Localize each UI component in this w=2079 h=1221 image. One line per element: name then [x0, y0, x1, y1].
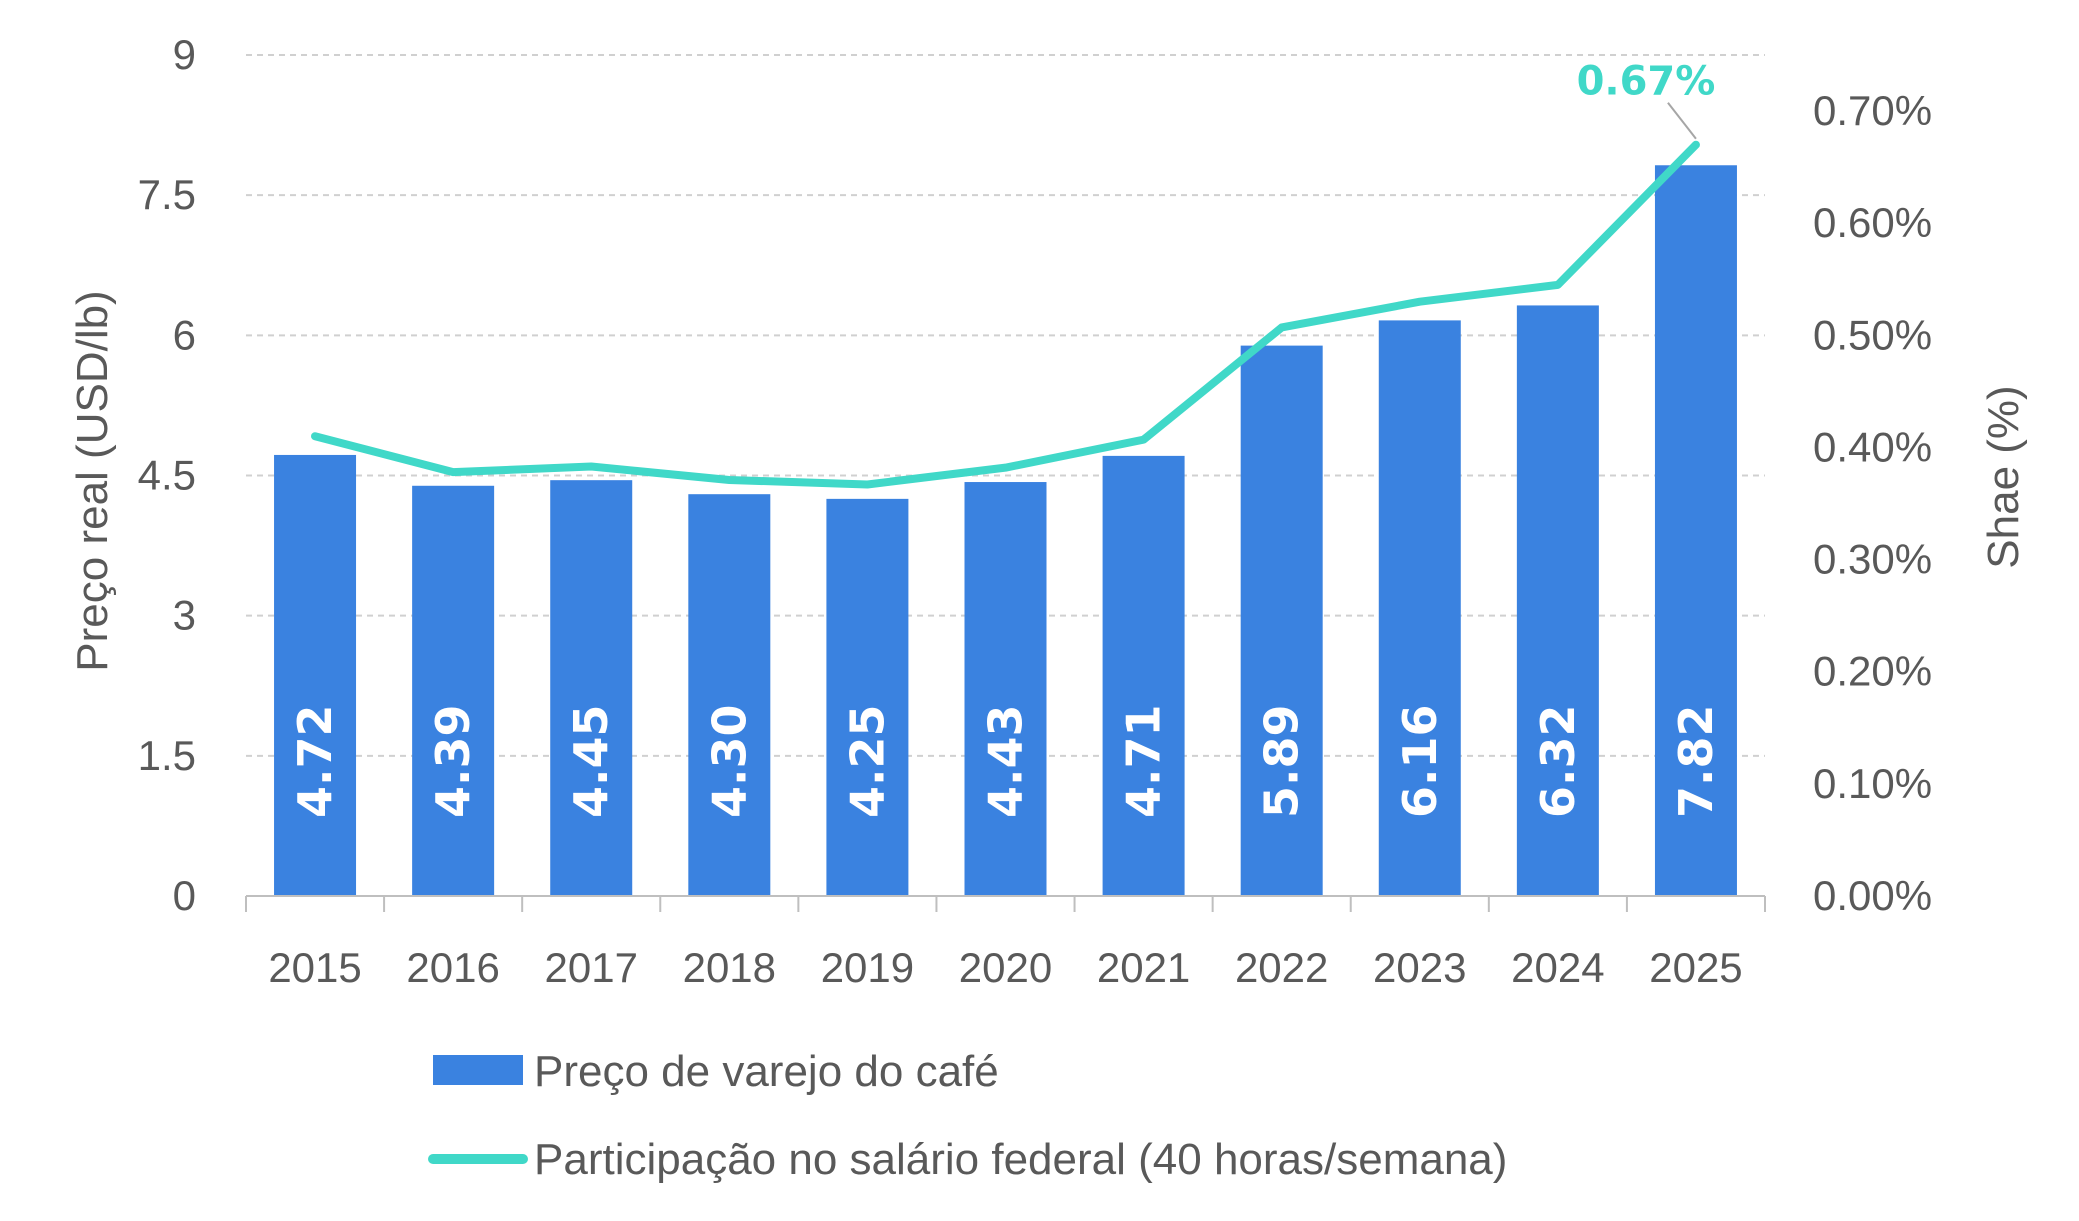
annotation-leader	[1667, 102, 1697, 140]
y2-tick-label: 0.10%	[1813, 760, 1932, 807]
bar	[964, 482, 1047, 896]
bar-data-label: 7.82	[1669, 705, 1723, 819]
grid-lines	[246, 54, 1765, 757]
y-tick-label: 3	[173, 592, 196, 639]
bar	[274, 454, 357, 896]
legend: Preço de varejo do café Participação no …	[428, 1047, 1507, 1184]
bar-data-label: 4.45	[564, 705, 618, 819]
line-series	[311, 140, 1700, 489]
bar	[550, 480, 633, 896]
y2-tick-label: 0.60%	[1813, 199, 1932, 246]
bar-data-label: 4.25	[840, 705, 894, 819]
bar-data-label: 5.89	[1255, 705, 1309, 819]
x-tick-label: 2020	[959, 944, 1052, 991]
x-tick-label: 2024	[1511, 944, 1604, 991]
annotation-label: 0.67%	[1577, 59, 1716, 105]
x-tick-label: 2021	[1097, 944, 1190, 991]
y-tick-label: 1.5	[138, 732, 196, 779]
x-tick-label: 2022	[1235, 944, 1328, 991]
series-line	[311, 140, 1700, 489]
bar	[1516, 305, 1599, 896]
y-axis-title-left: Preço real (USD/lb)	[68, 290, 117, 671]
y-axis-right: 0.00% 0.10% 0.20% 0.30% 0.40% 0.50% 0.60% 0.70%	[1813, 87, 1932, 919]
legend-swatch-bar	[433, 1055, 523, 1085]
y-tick-label: 0	[173, 872, 196, 919]
bar-data-label: 4.71	[1117, 705, 1171, 819]
x-axis: 2015 2016 2017 2018 2019 2020 2021 2022 2023 2024…	[245, 895, 1766, 991]
x-tick-label: 2017	[545, 944, 638, 991]
bar	[1378, 320, 1461, 897]
bar	[688, 494, 771, 896]
bar	[1654, 165, 1737, 896]
bar	[1102, 455, 1185, 896]
x-tick-label: 2018	[683, 944, 776, 991]
y-tick-label: 4.5	[138, 452, 196, 499]
annotation: 0.67%	[1577, 59, 1716, 140]
y2-tick-label: 0.30%	[1813, 536, 1932, 583]
y2-tick-label: 0.70%	[1813, 87, 1932, 134]
x-tick-label: 2015	[268, 944, 361, 991]
x-tick-label: 2023	[1373, 944, 1466, 991]
x-tick-label: 2025	[1649, 944, 1742, 991]
bar-data-label: 4.30	[702, 705, 756, 819]
bar-data-label: 6.32	[1531, 705, 1585, 819]
bar-series: 4.72 4.39 4.45 4.30 4.25 4.43 4.71 5.89 6.16 6.32…	[274, 165, 1737, 897]
bar-data-label: 4.43	[979, 705, 1033, 819]
bar-data-label: 4.72	[288, 705, 342, 819]
y-tick-label: 9	[173, 31, 196, 78]
y-tick-label: 7.5	[138, 171, 196, 218]
y2-tick-label: 0.50%	[1813, 311, 1932, 358]
legend-label-line: Participação no salário federal (40 hora…	[534, 1135, 1507, 1184]
bar	[1240, 345, 1323, 897]
y2-tick-label: 0.00%	[1813, 872, 1932, 919]
y-axis-left: 0 1.5 3 4.5 6 7.5 9	[138, 31, 196, 919]
bar-data-label: 4.39	[426, 705, 480, 819]
y-axis-title-right: Shae (%)	[1979, 385, 2028, 568]
y2-tick-label: 0.40%	[1813, 423, 1932, 470]
bar	[412, 485, 495, 896]
y2-tick-label: 0.20%	[1813, 648, 1932, 695]
bar-data-label: 6.16	[1393, 705, 1447, 819]
x-tick-label: 2019	[821, 944, 914, 991]
bar	[826, 498, 909, 896]
legend-label-bar: Preço de varejo do café	[534, 1047, 999, 1096]
x-tick-label: 2016	[406, 944, 499, 991]
y-tick-label: 6	[173, 311, 196, 358]
